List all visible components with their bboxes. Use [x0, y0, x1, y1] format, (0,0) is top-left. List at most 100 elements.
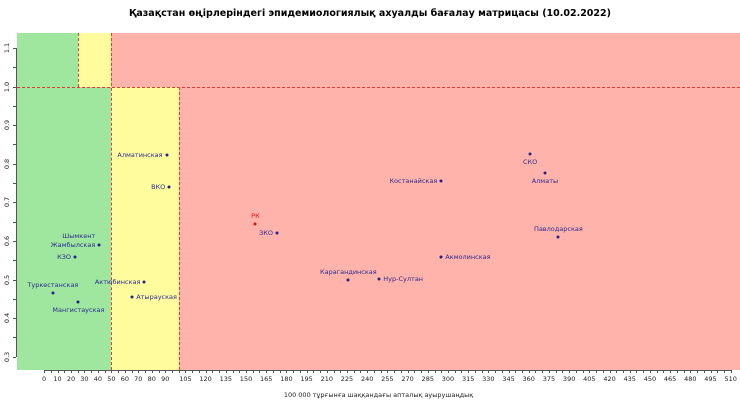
x-tick: [192, 370, 194, 373]
data-point: [346, 278, 350, 282]
y-tick: [13, 260, 16, 262]
data-point: [142, 280, 146, 284]
data-point: [439, 255, 443, 259]
x-tick: [394, 370, 396, 373]
data-point-label: Мангистауская: [52, 306, 105, 315]
x-tick-label: 240: [360, 375, 374, 383]
x-tick: [690, 370, 692, 373]
x-tick: [609, 370, 611, 373]
y-tick: [13, 125, 16, 127]
x-tick: [44, 370, 46, 373]
x-tick: [151, 370, 153, 373]
x-tick: [555, 370, 557, 373]
data-point-label: Жамбылская: [50, 240, 96, 249]
x-tick: [468, 370, 470, 373]
x-tick-label: 10: [53, 375, 62, 383]
data-point-label: СКО: [522, 158, 538, 167]
x-tick: [623, 370, 624, 373]
x-tick-label: 195: [300, 375, 313, 383]
x-tick: [676, 370, 678, 373]
x-axis-label: 100 000 тұрғынға шаққандағы апталық ауыр…: [283, 391, 474, 399]
x-tick: [266, 370, 268, 373]
y-tick: [13, 337, 16, 339]
x-tick: [239, 370, 241, 373]
x-tick: [481, 370, 483, 373]
data-point-label: Атырауская: [136, 293, 177, 302]
data-point: [76, 300, 80, 304]
data-point: [439, 179, 443, 183]
data-point: [73, 255, 77, 259]
zone-rect: [17, 33, 78, 87]
x-tick-label: 330: [482, 375, 495, 383]
x-tick: [333, 370, 335, 373]
data-point: [528, 152, 532, 156]
x-tick: [636, 370, 638, 373]
x-tick-label: 30: [80, 375, 89, 383]
x-tick: [279, 370, 281, 373]
x-tick: [569, 370, 571, 373]
x-tick: [219, 370, 221, 373]
x-tick: [501, 370, 503, 373]
data-point: [543, 171, 547, 175]
x-tick: [64, 370, 66, 373]
x-tick-label: 165: [259, 375, 273, 383]
x-tick: [380, 370, 382, 373]
x-tick: [367, 370, 369, 373]
x-tick: [171, 370, 173, 373]
y-tick: [13, 86, 16, 88]
x-tick-label: 20: [66, 375, 76, 383]
x-tick: [360, 370, 362, 373]
x-tick: [407, 370, 409, 373]
threshold-line-vertical: [178, 86, 180, 370]
x-tick: [522, 370, 524, 373]
data-point: [377, 277, 381, 281]
x-tick: [488, 370, 490, 373]
x-tick-label: 285: [421, 375, 434, 383]
data-point-label: Туркестанская: [27, 280, 79, 289]
y-tick-label: 0.9: [3, 120, 11, 131]
x-tick: [299, 370, 301, 373]
data-point-label: РК: [251, 211, 260, 220]
x-tick: [306, 370, 308, 373]
data-point-label: Актюбинская: [94, 277, 141, 286]
x-tick: [461, 370, 463, 373]
x-tick: [562, 370, 564, 373]
y-tick: [13, 105, 16, 107]
x-tick-label: 60: [120, 375, 129, 383]
x-tick-label: 255: [381, 375, 394, 383]
x-tick: [57, 370, 59, 373]
x-tick-label: 135: [219, 375, 233, 383]
x-tick: [548, 370, 550, 373]
data-point-label: Костанайская: [389, 177, 438, 186]
data-point-label: Шымкент: [62, 231, 96, 240]
x-tick: [515, 370, 517, 373]
x-tick: [124, 370, 126, 373]
x-tick: [145, 370, 147, 373]
data-point-label: Нур-Султан: [383, 275, 424, 284]
x-tick: [259, 370, 261, 373]
data-point-label: Алматы: [531, 177, 559, 186]
x-tick-label: 210: [320, 375, 334, 383]
y-tick-label: 1.0: [3, 81, 11, 92]
data-point: [275, 231, 279, 235]
data-point-label: Акмолинская: [445, 252, 491, 261]
data-point: [51, 291, 55, 295]
x-tick: [508, 370, 510, 373]
data-point: [556, 235, 560, 239]
x-tick: [212, 370, 214, 373]
x-tick: [474, 370, 476, 373]
x-tick-label: 450: [643, 375, 657, 383]
data-point: [253, 222, 257, 226]
data-point: [165, 153, 169, 157]
x-tick: [535, 370, 537, 373]
x-tick: [434, 370, 436, 373]
x-tick-label: 510: [724, 375, 737, 383]
y-tick: [13, 144, 16, 146]
zone-rect: [111, 33, 740, 87]
x-tick: [447, 370, 449, 373]
data-point-label: Алматинская: [117, 150, 163, 159]
x-tick-label: 345: [502, 375, 515, 383]
x-tick-label: 420: [603, 375, 616, 383]
x-tick-label: 480: [684, 375, 697, 383]
